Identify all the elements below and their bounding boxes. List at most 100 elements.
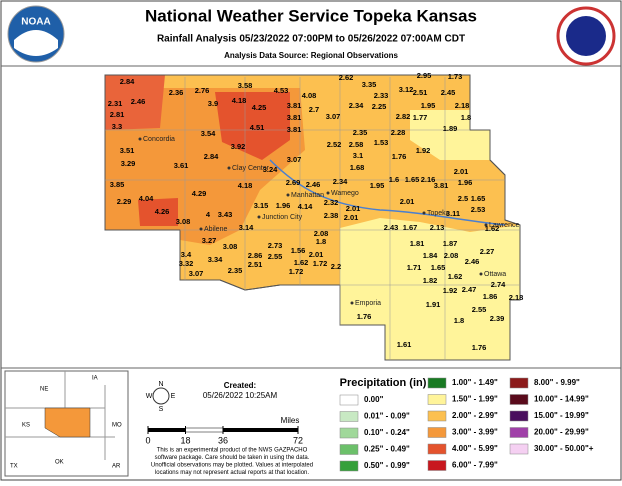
rainfall-reading: 1.68 <box>350 163 365 172</box>
rainfall-reading: 2.58 <box>349 140 364 149</box>
rainfall-reading: 4.25 <box>252 103 267 112</box>
rainfall-reading: 3.85 <box>110 180 125 189</box>
legend-label: 4.00" - 5.99" <box>452 444 498 453</box>
rainfall-reading: 1.8 <box>316 237 326 246</box>
city-label: Manhattan <box>291 192 324 199</box>
rainfall-reading: 4.29 <box>192 189 207 198</box>
inset-label: MO <box>112 423 122 429</box>
rainfall-reading: 2.82 <box>396 112 411 121</box>
source: Analysis Data Source: Regional Observati… <box>224 51 398 60</box>
city-dot <box>350 301 354 305</box>
rainfall-reading: 3.11 <box>446 209 460 218</box>
city-label: Junction City <box>262 214 303 221</box>
rainfall-reading: 3.32 <box>179 259 194 268</box>
rainfall-reading: 2.01 <box>344 213 359 222</box>
rainfall-reading: 2.16 <box>421 175 436 184</box>
legend-swatch <box>509 427 529 438</box>
scale-bar-segment <box>185 427 224 433</box>
rainfall-reading: 3.07 <box>287 155 302 164</box>
inset-label: AR <box>112 464 121 470</box>
city-dot <box>227 166 231 170</box>
rainfall-reading: 1.8 <box>461 113 471 122</box>
rainfall-reading: 4.08 <box>302 91 317 100</box>
legend-label: 8.00" - 9.99" <box>534 378 580 387</box>
region-4-6 <box>138 198 178 226</box>
rainfall-reading: 1.62 <box>485 224 500 233</box>
rainfall-reading: 2.34 <box>333 177 348 186</box>
rainfall-reading: 1.56 <box>291 246 306 255</box>
legend-swatch <box>339 411 359 422</box>
rainfall-reading: 3.07 <box>189 269 204 278</box>
rainfall-reading: 3.08 <box>176 217 191 226</box>
rainfall-reading: 2.28 <box>391 128 406 137</box>
city-dot <box>422 211 426 215</box>
legend-swatch <box>427 394 447 405</box>
region-4-6 <box>215 92 290 160</box>
region-4-6 <box>105 75 165 130</box>
rainfall-reading: 2.46 <box>465 257 480 266</box>
rainfall-reading: 1.62 <box>448 272 463 281</box>
inset-label: TX <box>10 464 18 470</box>
legend-label: 2.00" - 2.99" <box>452 411 498 420</box>
city-label: Abilene <box>204 226 227 233</box>
rainfall-reading: 2.47 <box>462 285 477 294</box>
rainfall-reading: 2.27 <box>480 247 495 256</box>
rainfall-reading: 4.51 <box>250 123 265 132</box>
river <box>269 159 506 226</box>
rainfall-reading: 1.8 <box>454 316 464 325</box>
logo-wave <box>14 30 58 56</box>
legend-swatch <box>427 427 447 438</box>
rainfall-reading: 4.53 <box>274 86 289 95</box>
inset-label: KS <box>22 423 30 429</box>
legend-swatch <box>427 460 447 471</box>
inset-label: IA <box>92 376 98 382</box>
map: 2.84 2.36 2.76 3.58 4.53 4.08 2.62 3.35 2.95 1.73… <box>104 71 523 361</box>
region-outline <box>104 74 521 361</box>
rainfall-reading: 2.62 <box>339 73 354 82</box>
legend-swatch <box>509 394 529 405</box>
compass-letter: W <box>146 393 153 400</box>
rainfall-reading: 3.3 <box>112 122 122 131</box>
legend-title: Precipitation (in) <box>340 377 427 389</box>
rainfall-reading: 2.55 <box>268 252 283 261</box>
title: National Weather Service Topeka Kansas <box>145 6 477 25</box>
nws-logo-inner <box>566 16 606 56</box>
created-time: 05/26/2022 10:25AM <box>203 391 278 400</box>
rainfall-reading: 2.34 <box>349 101 364 110</box>
scale-tick-label: 72 <box>293 435 303 445</box>
city-label: Ottawa <box>484 271 506 278</box>
compass-letter: N <box>158 381 163 388</box>
rainfall-reading: 2.01 <box>454 167 469 176</box>
rainfall-reading: 2.01 <box>346 204 361 213</box>
rainfall-reading: 2.13 <box>430 223 445 232</box>
city-label: Topeka <box>427 210 450 217</box>
rainfall-reading: 3.51 <box>120 146 135 155</box>
legend-label: 0.01" - 0.09" <box>364 412 410 421</box>
rainfall-reading: 2.29 <box>117 197 132 206</box>
rainfall-reading: 1.91 <box>426 300 441 309</box>
rainfall-reading: 2.08 <box>444 251 459 260</box>
rainfall-reading: 3.29 <box>121 159 136 168</box>
rainfall-reading: 2.84 <box>120 77 135 86</box>
rainfall-reading: 2.33 <box>374 91 389 100</box>
rainfall-reading: 4.18 <box>238 181 253 190</box>
inset-area <box>44 407 91 438</box>
rainfall-reading: 2.53 <box>471 205 486 214</box>
rainfall-reading: 3.14 <box>239 223 254 232</box>
subtitle: Rainfall Analysis 05/23/2022 07:00PM to … <box>157 34 465 45</box>
rainfall-reading: 1.62 <box>294 258 309 267</box>
compass-letter: E <box>171 393 176 400</box>
legend-swatch <box>339 427 359 439</box>
city-dot <box>257 215 261 219</box>
rainfall-reading: 1.95 <box>370 181 385 190</box>
created-label: Created: <box>224 381 256 390</box>
legend-label: 6.00" - 7.99" <box>452 461 498 470</box>
rainfall-reading: 3.58 <box>238 81 253 90</box>
city-label: Clay Center <box>232 165 270 172</box>
rainfall-reading: 3.34 <box>208 255 223 264</box>
rainfall-reading: 3.12 <box>399 85 414 94</box>
legend-swatch <box>509 377 529 389</box>
rainfall-reading: 3.81 <box>287 101 302 110</box>
rainfall-reading: 1.65 <box>431 263 446 272</box>
